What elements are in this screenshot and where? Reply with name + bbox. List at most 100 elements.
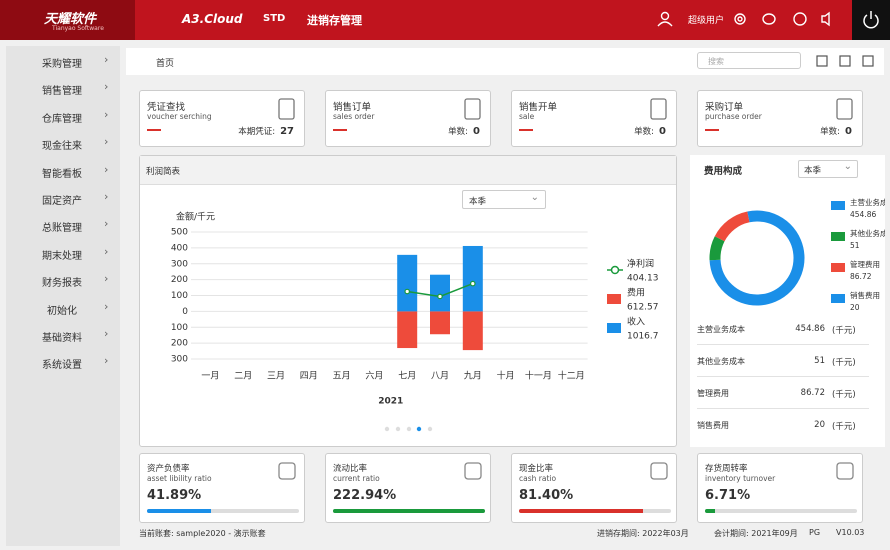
- menu-item[interactable]: 销售管理 ›: [6, 77, 120, 99]
- icon-shape: [836, 462, 854, 480]
- y-tick-label: 300: [171, 259, 188, 269]
- chevron: ›: [104, 162, 109, 176]
- ratio-value: 41.89%: [147, 488, 202, 503]
- legend-name: 收入: [627, 316, 645, 328]
- bar: [430, 274, 450, 312]
- row-value: 86.72: [800, 388, 825, 398]
- progress-bar: [705, 509, 716, 513]
- panel-title: 利润简表: [146, 167, 181, 177]
- pager-dot[interactable]: [416, 426, 422, 432]
- menu-item[interactable]: 系统设置 ›: [6, 351, 120, 373]
- user-icon[interactable]: [660, 11, 670, 21]
- module[interactable]: 进销存管理: [307, 14, 362, 27]
- menu-label: 系统设置: [42, 360, 82, 372]
- menu-item[interactable]: 采购管理 ›: [6, 50, 120, 72]
- icon-shape: [464, 98, 481, 120]
- x-tick-label: 八月: [431, 371, 449, 382]
- shortcut-card[interactable]: 凭证查找 voucher serching 本期凭证: 27: [139, 90, 305, 147]
- add-tab[interactable]: [816, 55, 828, 67]
- x-tick-label: 三月: [267, 371, 285, 382]
- menu-label: 销售管理: [42, 86, 82, 98]
- card-subtitle: purchase order: [705, 112, 762, 121]
- menu-item[interactable]: 期末处理 ›: [6, 242, 120, 264]
- menu-item[interactable]: 总账管理 ›: [6, 214, 120, 236]
- row-name: 销售费用: [697, 421, 729, 430]
- row-value: 20: [814, 420, 825, 430]
- menu-label: 固定资产: [42, 196, 82, 207]
- menu-label: 总账管理: [42, 223, 82, 235]
- edition[interactable]: STD: [263, 13, 286, 24]
- y-tick-label: 0: [182, 307, 188, 317]
- help-icon[interactable]: [793, 12, 807, 26]
- user[interactable]: 超级用户: [688, 16, 725, 26]
- chevron: ›: [104, 244, 109, 258]
- shortcut-card[interactable]: 销售开单 sale 单数: 0: [511, 90, 677, 147]
- menu-item[interactable]: 初始化 ›: [6, 297, 120, 319]
- ratio-title: 现金比率: [519, 464, 554, 474]
- line-point: [437, 293, 443, 300]
- fit-view[interactable]: [839, 55, 851, 67]
- bar: [397, 254, 418, 312]
- menu-item[interactable]: 基础资料 ›: [6, 324, 120, 346]
- legend-name: 净利润: [627, 258, 654, 270]
- legend-value: 86.72: [850, 272, 872, 281]
- shortcut-card[interactable]: 采购订单 purchase order 单数: 0: [697, 90, 863, 147]
- count: 0: [473, 126, 480, 137]
- pager-dot[interactable]: [395, 426, 401, 432]
- product[interactable]: A3.Cloud: [182, 12, 243, 26]
- icon-shape: [278, 98, 295, 120]
- chevron: ›: [104, 299, 109, 313]
- icon-shape: [464, 462, 482, 480]
- period-select[interactable]: 本季 ⌄: [462, 190, 546, 209]
- settings-icon[interactable]: [734, 13, 746, 25]
- row-unit: (千元): [832, 390, 856, 400]
- legend-swatch: [831, 263, 845, 272]
- menu-item[interactable]: 现金往来 ›: [6, 132, 120, 154]
- legend-total: 1016.7: [627, 332, 659, 342]
- row-divider: [697, 344, 869, 345]
- menu-item[interactable]: 固定资产 ›: [6, 187, 120, 209]
- fullscreen[interactable]: [862, 55, 874, 67]
- logo-area: [0, 0, 135, 40]
- breadcrumb[interactable]: 首页: [156, 59, 175, 69]
- menu-item[interactable]: 仓库管理 ›: [6, 105, 120, 127]
- chevron: ›: [104, 107, 109, 121]
- chat-icon[interactable]: [762, 13, 776, 25]
- ratio-card: 流动比率 current ratio 222.94%: [325, 453, 491, 523]
- legend-swatch: [607, 294, 621, 304]
- icon-shape: [278, 462, 296, 480]
- pager-dot[interactable]: [406, 426, 412, 432]
- icon-shape: [650, 462, 668, 480]
- ratio-icon: [278, 462, 296, 480]
- menu-label: 采购管理: [42, 59, 82, 70]
- select-arrow: ⌄: [530, 192, 539, 203]
- menu-label: 期末处理: [42, 250, 82, 262]
- x-axis-label: 2021: [378, 397, 403, 407]
- notice-icon[interactable]: [821, 11, 830, 27]
- cost-period: 本季: [804, 166, 822, 176]
- chevron: ›: [104, 80, 109, 94]
- cost-period-select[interactable]: 本季 ⌄: [798, 160, 858, 178]
- search-box[interactable]: 搜索: [697, 52, 801, 69]
- search-placeholder: 搜索: [708, 57, 724, 66]
- card-title: 销售订单: [333, 102, 372, 113]
- ratio-title: 存货周转率: [705, 464, 748, 474]
- card-icon: [464, 98, 481, 120]
- power-block[interactable]: [852, 0, 890, 40]
- y-tick-label: 200: [171, 339, 188, 349]
- card-title: 凭证查找: [147, 102, 186, 113]
- menu-label: 仓库管理: [42, 113, 82, 125]
- menu-item[interactable]: 智能看板 ›: [6, 160, 120, 182]
- pager-dot[interactable]: [427, 426, 433, 432]
- bar: [430, 311, 450, 335]
- pager-dot[interactable]: [384, 426, 390, 432]
- legend-swatch: [831, 294, 845, 303]
- count: 27: [280, 126, 294, 137]
- ratio-card: 存货周转率 inventory turnover 6.71%: [697, 453, 863, 523]
- card-icon: [278, 98, 295, 120]
- menu-item[interactable]: 财务报表 ›: [6, 269, 120, 291]
- progress-track: [519, 509, 671, 513]
- shortcut-card[interactable]: 销售订单 sales order 单数: 0: [325, 90, 491, 147]
- donut-segment: [714, 211, 750, 242]
